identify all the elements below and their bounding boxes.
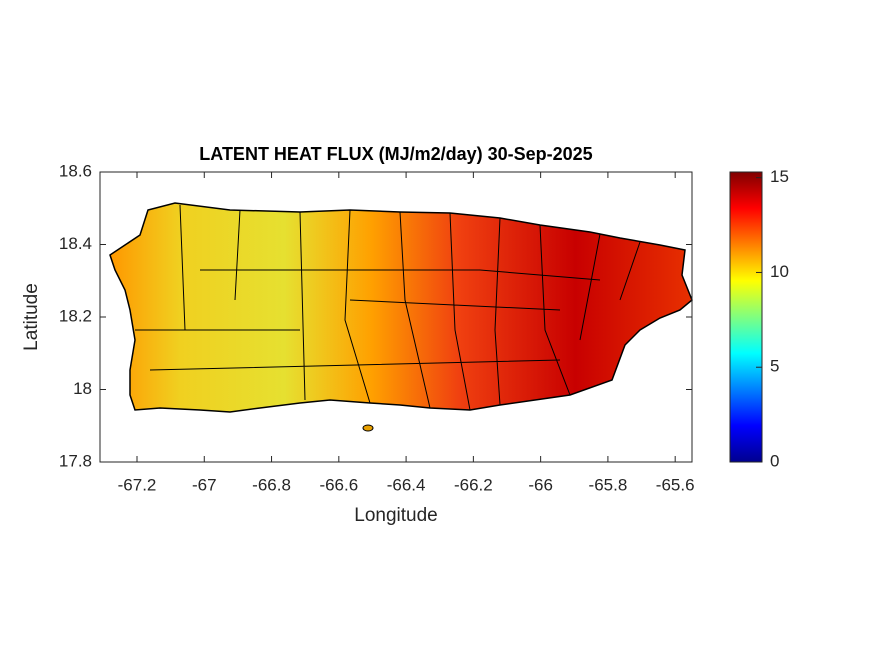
x-tick-label: -67 (192, 475, 217, 494)
y-tick-label: 18 (73, 379, 92, 398)
x-tick-label: -66.4 (387, 475, 426, 494)
x-tick-label: -67.2 (118, 475, 157, 494)
colorbar-tick-label: 15 (770, 167, 789, 186)
chart-title: LATENT HEAT FLUX (MJ/m2/day) 30-Sep-2025 (199, 144, 592, 164)
x-tick-label: -65.8 (589, 475, 628, 494)
y-tick-label: 18.2 (59, 306, 92, 325)
colorbar-tick-label: 0 (770, 451, 779, 470)
islet (362, 424, 374, 432)
x-tick-label: -66.6 (319, 475, 358, 494)
x-tick-label: -65.6 (656, 475, 695, 494)
colorbar-tick-label: 5 (770, 357, 779, 376)
x-tick-label: -66 (528, 475, 553, 494)
y-tick-label: 18.4 (59, 234, 92, 253)
colorbar (729, 171, 763, 463)
x-axis-label: Longitude (354, 505, 437, 526)
x-tick-label: -66.8 (252, 475, 291, 494)
municipal-borders (135, 204, 641, 411)
y-tick-label: 18.6 (59, 161, 92, 180)
x-tick-label: -66.2 (454, 475, 493, 494)
y-tick-label: 17.8 (59, 451, 92, 470)
colorbar-tick-label: 10 (770, 262, 789, 281)
y-axis-label: Latitude (21, 283, 42, 351)
